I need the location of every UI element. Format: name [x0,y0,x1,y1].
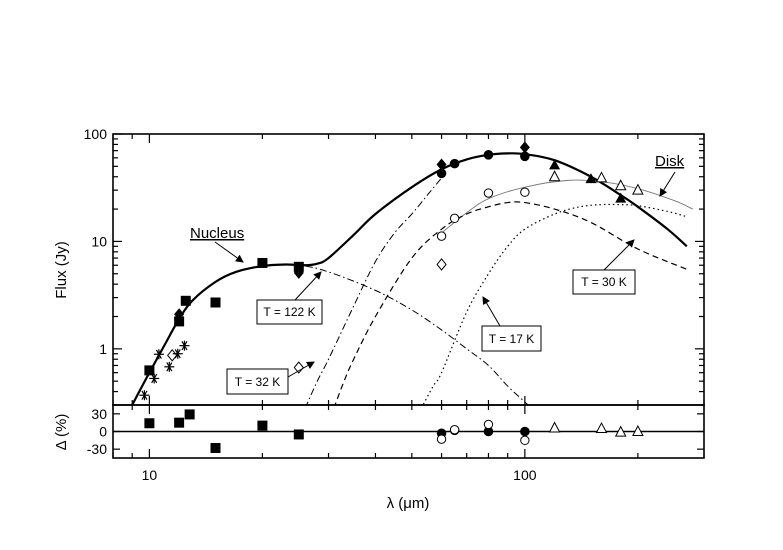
marker-filled-square [144,418,155,429]
marker-filled-diamond [519,141,530,154]
marker-filled-circle [449,158,460,169]
marker-open-triangle [632,183,644,195]
t30-box [572,269,636,295]
residual-y-tick-label: 30 [91,406,107,422]
disk-arrow [659,171,676,197]
marker-asterisk [153,349,164,360]
marker-filled-circle [520,151,530,162]
x-axis-title: λ (μm) [387,495,430,512]
y-tick-label: 100 [84,126,108,142]
marker-filled-square [257,257,268,268]
nucleus-label: Nucleus [190,225,244,242]
marker-filled-circle [483,426,494,437]
axis-ticks [112,133,705,458]
marker-open-triangle [614,425,627,437]
nucleus-arrow [214,241,244,263]
x-tick-label: 10 [142,467,158,483]
marker-filled-circle [520,426,530,437]
marker-filled-circle [436,168,447,179]
marker-open-circle [520,435,530,446]
marker-filled-square [257,420,268,431]
marker-filled-square [174,316,185,327]
marker-open-circle [520,187,530,197]
marker-asterisk [149,373,160,384]
t122-arrow [294,271,322,301]
t122-label: T = 122 K [263,305,315,319]
y-axis-title-main: Flux (Jy) [53,241,70,299]
marker-filled-diamond [293,266,304,279]
marker-open-triangle [614,179,627,191]
marker-open-diamond [167,349,178,362]
marker-filled-triangle [585,173,597,184]
marker-open-circle [449,213,460,224]
marker-asterisk [139,390,150,401]
t17-box [481,325,542,352]
marker-open-triangle [595,171,608,183]
marker-asterisk [164,361,175,372]
marker-filled-square [144,365,155,376]
marker-open-triangle [548,421,561,433]
marker-filled-diamond [436,158,447,171]
marker-filled-triangle [615,192,627,203]
marker-open-circle [436,434,447,444]
y-tick-label: 10 [91,233,107,249]
marker-filled-square [184,409,195,420]
disk-label: Disk [655,153,685,170]
curve-t-17-k [334,201,688,405]
marker-open-diamond [293,361,304,374]
annotations: Nucleus Disk T = 122 K T = 32 K T = 17 K… [190,153,685,395]
t122-box [256,299,323,325]
marker-open-circle [436,231,447,241]
marker-filled-circle [483,150,494,160]
marker-open-circle [483,188,494,198]
marker-filled-square [293,261,304,272]
t30-arrow [603,239,635,271]
t17-arrow [482,296,501,327]
curve-t-122-k [262,264,529,405]
t32-arrow [287,361,315,378]
y-tick-label: 1 [99,341,107,357]
marker-filled-diamond [174,308,185,321]
residual-markers [144,409,644,453]
marker-open-diamond [436,258,447,271]
marker-filled-square [210,297,221,308]
curve-disk [441,179,693,234]
tick-labels: 10 100 1 10 100 -300 30 [84,126,537,483]
t32-box [226,368,289,395]
marker-filled-triangle [549,159,561,170]
curve-t-30-k [422,203,687,405]
marker-filled-square [174,417,185,428]
t30-label: T = 30 K [581,275,626,289]
marker-open-circle [483,419,494,430]
t32-label: T = 32 K [235,375,280,389]
curve-t-32-k [306,177,442,405]
marker-open-circle [449,425,460,435]
marker-asterisk [179,340,190,351]
marker-filled-square [293,429,304,440]
residual-y-tick-label: 0 [99,424,107,440]
data-markers [139,141,644,401]
marker-asterisk [172,348,183,359]
marker-open-triangle [595,421,608,434]
x-tick-label: 100 [513,467,537,483]
marker-open-triangle [632,424,644,436]
marker-open-triangle [548,170,561,182]
residual-y-tick-label: -30 [87,441,107,457]
marker-filled-square [210,442,221,453]
marker-filled-square [180,295,191,306]
y-axis-title-residual: Δ (%) [53,414,70,451]
t17-label: T = 17 K [489,332,534,346]
